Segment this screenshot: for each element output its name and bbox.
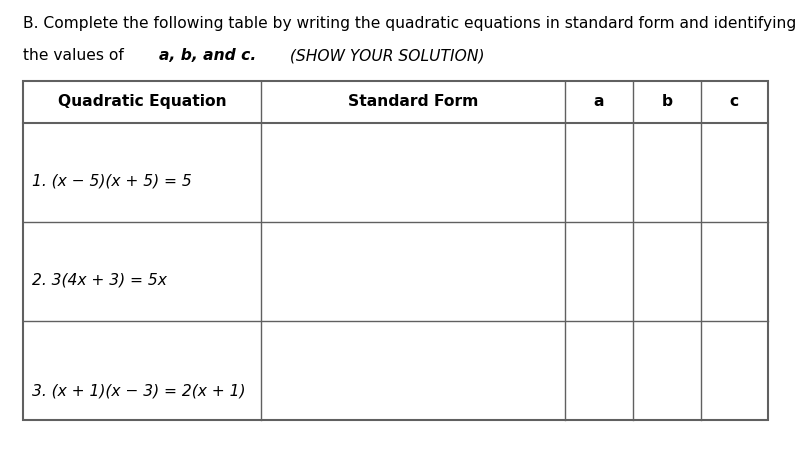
Text: a: a [594, 95, 604, 109]
Text: 1. (x − 5)(x + 5) = 5: 1. (x − 5)(x + 5) = 5 [32, 173, 192, 188]
Text: Quadratic Equation: Quadratic Equation [57, 95, 227, 109]
Text: 3. (x + 1)(x − 3) = 2(x + 1): 3. (x + 1)(x − 3) = 2(x + 1) [32, 383, 246, 398]
Text: (SHOW YOUR SOLUTION): (SHOW YOUR SOLUTION) [285, 48, 484, 64]
Text: a, b, and c.: a, b, and c. [159, 48, 256, 64]
Text: c: c [730, 95, 739, 109]
Text: 2. 3(4x + 3) = 5x: 2. 3(4x + 3) = 5x [32, 272, 167, 287]
Text: Standard Form: Standard Form [348, 95, 478, 109]
Text: B. Complete the following table by writing the quadratic equations in standard f: B. Complete the following table by writi… [23, 16, 796, 31]
Bar [23, 81, 768, 420]
Text: b: b [662, 95, 672, 109]
Text: the values of: the values of [23, 48, 129, 64]
